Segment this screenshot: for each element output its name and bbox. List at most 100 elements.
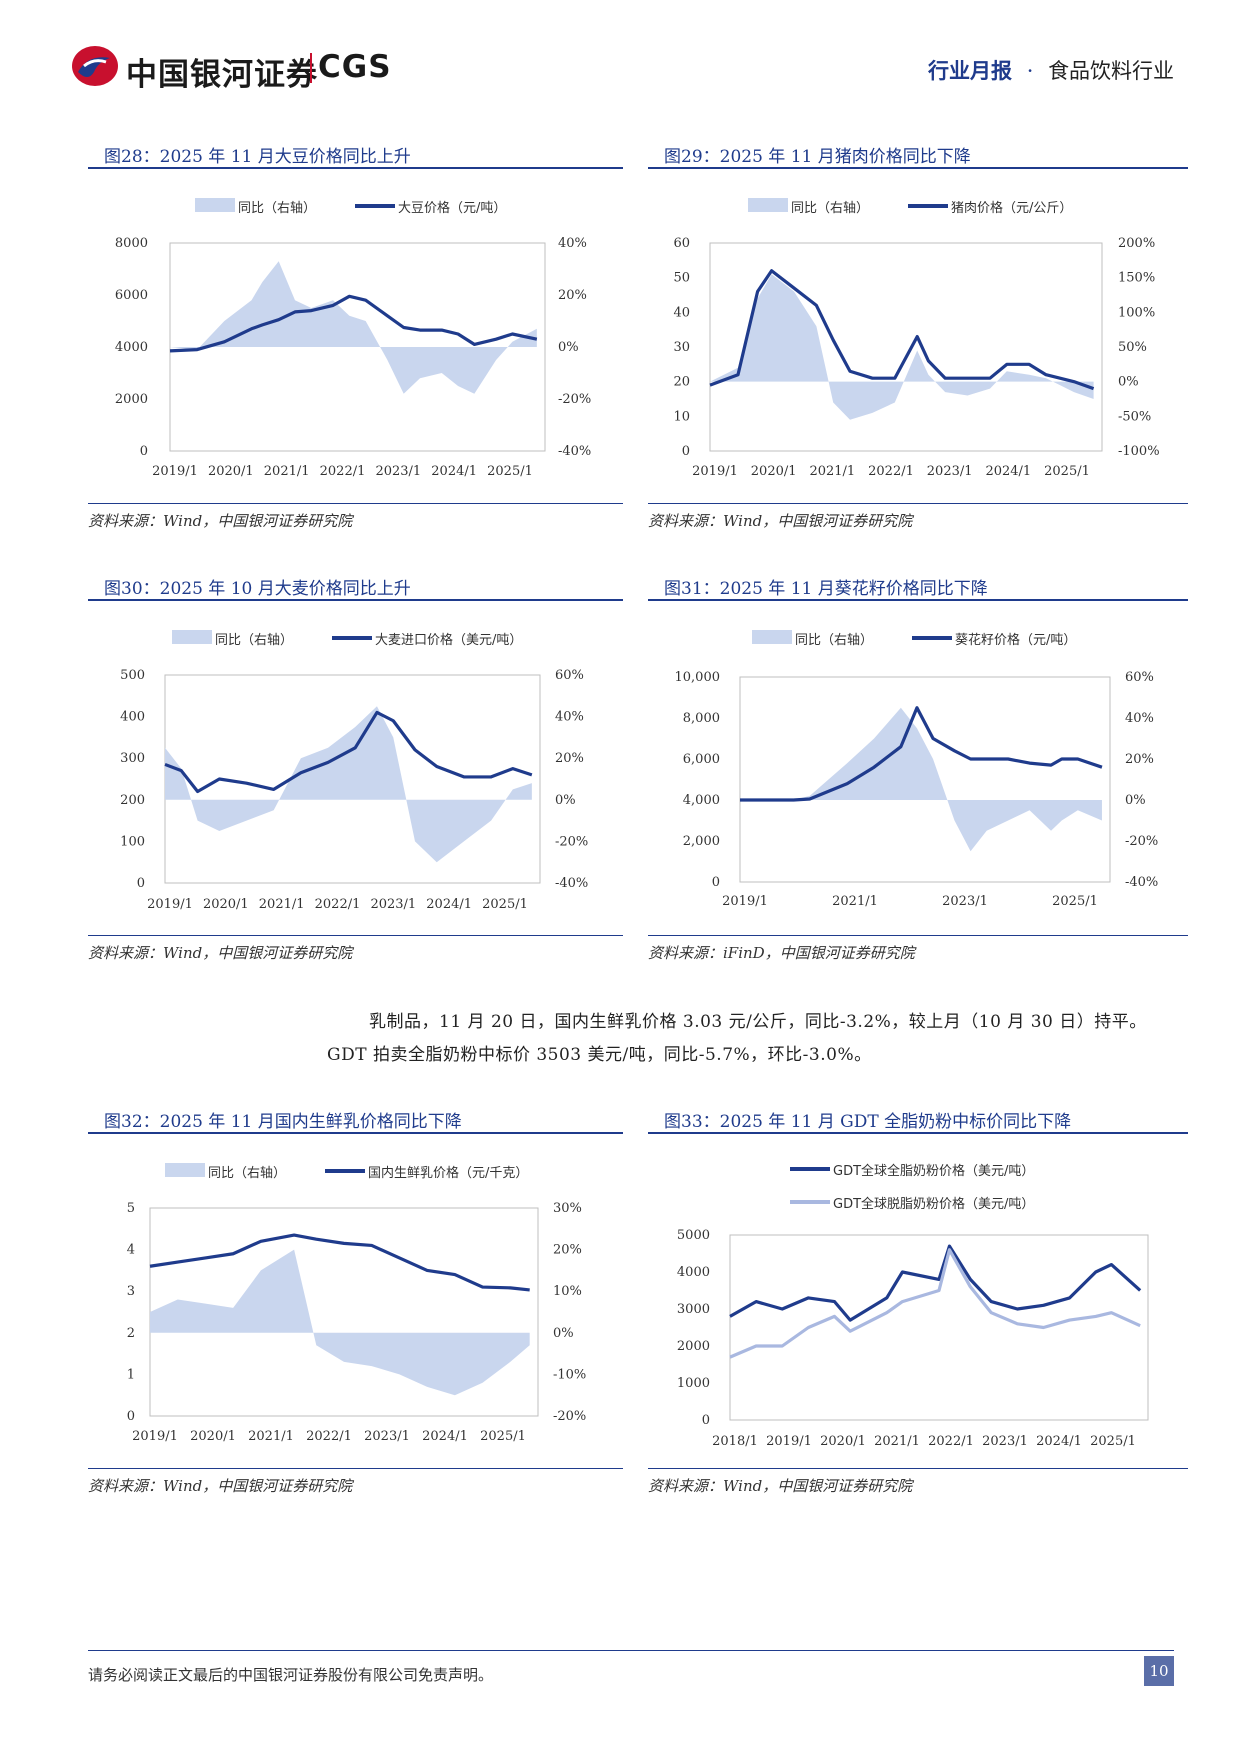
figure-source: 资料来源：iFinD，中国银河证券研究院 [648,944,915,962]
legend-label-yoy: 同比（右轴） [215,633,294,648]
figure-source: 资料来源：Wind，中国银河证券研究院 [648,512,913,530]
y-left-tick: 30 [673,340,690,355]
footer-rule [88,1650,1174,1651]
report-type: 行业月报 · 食品饮料行业 [928,55,1174,85]
y-right-tick: -40% [555,876,588,891]
x-tick: 2023/1 [982,1434,1028,1449]
y-left-tick: 0 [140,444,148,459]
legend-swatch-line [790,1200,830,1204]
figure-source: 资料来源：Wind，中国银河证券研究院 [88,1477,353,1495]
y-right-tick: 100% [1118,305,1155,320]
x-tick: 2024/1 [426,897,472,912]
figure-title-rule [88,1132,623,1134]
chart-plot [729,1234,1149,1421]
y-left-tick: 20 [673,375,690,390]
x-tick: 2019/1 [152,464,198,479]
chart-plot [709,242,1103,452]
yoy-area [740,707,1102,852]
figure-source-rule [88,935,623,936]
brand-en: CGS [318,49,392,85]
chart-plot [169,242,546,452]
yoy-area [170,261,537,394]
y-right-tick: -20% [558,392,591,407]
chart-plot [164,674,541,884]
legend-swatch-area [748,198,788,212]
plot-frame [709,242,1103,452]
figure-source: 资料来源：Wind，中国银河证券研究院 [88,944,353,962]
x-tick: 2018/1 [712,1434,758,1449]
legend-swatch-line [908,204,948,208]
x-tick: 2020/1 [751,464,797,479]
y-left-tick: 4000 [115,340,148,355]
y-right-tick: -20% [1125,834,1158,849]
x-tick: 2019/1 [132,1429,178,1444]
legend-label-wmp: GDT全球全脂奶粉价格（美元/吨） [833,1164,1035,1179]
report-type-label: 行业月报 [928,58,1012,83]
y-left-tick: 0 [712,875,720,890]
y-right-tick: 40% [558,236,587,251]
y-right-tick: 40% [555,710,584,725]
y-left-tick: 0 [137,876,145,891]
figure-source-rule [88,1468,623,1469]
x-tick: 2024/1 [431,464,477,479]
footer-disclaimer: 请务必阅读正文最后的中国银河证券股份有限公司免责声明。 [88,1666,494,1684]
x-tick: 2021/1 [809,464,855,479]
y-right-tick: 30% [553,1201,582,1216]
x-tick: 2021/1 [832,894,878,909]
x-tick: 2024/1 [1036,1434,1082,1449]
yoy-area [710,274,1094,420]
y-right-tick: 10% [553,1284,582,1299]
figure-source: 资料来源：Wind，中国银河证券研究院 [88,512,353,530]
y-right-tick: -40% [1125,875,1158,890]
header: 中国银河证券 CGS 行业月报 · 食品饮料行业 [0,0,1241,100]
x-tick: 2022/1 [306,1429,352,1444]
y-right-tick: 0% [558,340,579,355]
y-right-tick: -10% [553,1367,586,1382]
industry-label: 食品饮料行业 [1048,59,1175,83]
y-right-tick: 0% [1118,375,1139,390]
y-left-tick: 3000 [677,1302,710,1317]
x-tick: 2023/1 [370,897,416,912]
y-left-tick: 6,000 [683,752,720,767]
legend-swatch-line [325,1169,365,1173]
legend-swatch-area [172,630,212,644]
y-right-tick: -20% [555,834,588,849]
x-tick: 2021/1 [264,464,310,479]
y-left-tick: 5000 [677,1228,710,1243]
figure-title-rule [648,167,1188,169]
y-left-tick: 6000 [115,288,148,303]
x-tick: 2020/1 [190,1429,236,1444]
y-left-tick: 100 [120,834,145,849]
y-left-tick: 4,000 [683,793,720,808]
x-tick: 2025/1 [487,464,533,479]
y-left-tick: 2 [127,1326,135,1341]
chart-plot [739,676,1111,883]
legend-swatch-line [355,204,395,208]
smp-line [729,1248,1141,1359]
legend-swatch-line [790,1167,830,1171]
legend-label-yoy: 同比（右轴） [208,1166,287,1181]
y-left-tick: 40 [673,305,690,320]
figure-source-rule [648,503,1188,504]
y-left-tick: 50 [673,271,690,286]
header-dot: · [1026,59,1034,83]
x-tick: 2025/1 [1044,464,1090,479]
paragraph-line-1: 乳制品，11 月 20 日，国内生鲜乳价格 3.03 元/公斤，同比-3.2%，… [369,1012,1147,1032]
y-right-tick: 200% [1118,236,1155,251]
figure-title-rule [88,167,623,169]
legend-label-price: 国内生鲜乳价格（元/千克） [368,1166,529,1181]
x-tick: 2022/1 [320,464,366,479]
x-tick: 2023/1 [942,894,988,909]
page-number: 10 [1144,1656,1174,1686]
plot-frame [729,1234,1149,1421]
price-line [740,706,1103,802]
wmp-line [729,1244,1142,1322]
plot-frame [739,676,1111,883]
x-tick: 2023/1 [375,464,421,479]
yoy-area [150,1249,530,1396]
legend-label-smp: GDT全球脱脂奶粉价格（美元/吨） [833,1197,1035,1212]
x-tick: 2023/1 [927,464,973,479]
brand-separator [310,53,312,83]
y-right-tick: 20% [1125,752,1154,767]
